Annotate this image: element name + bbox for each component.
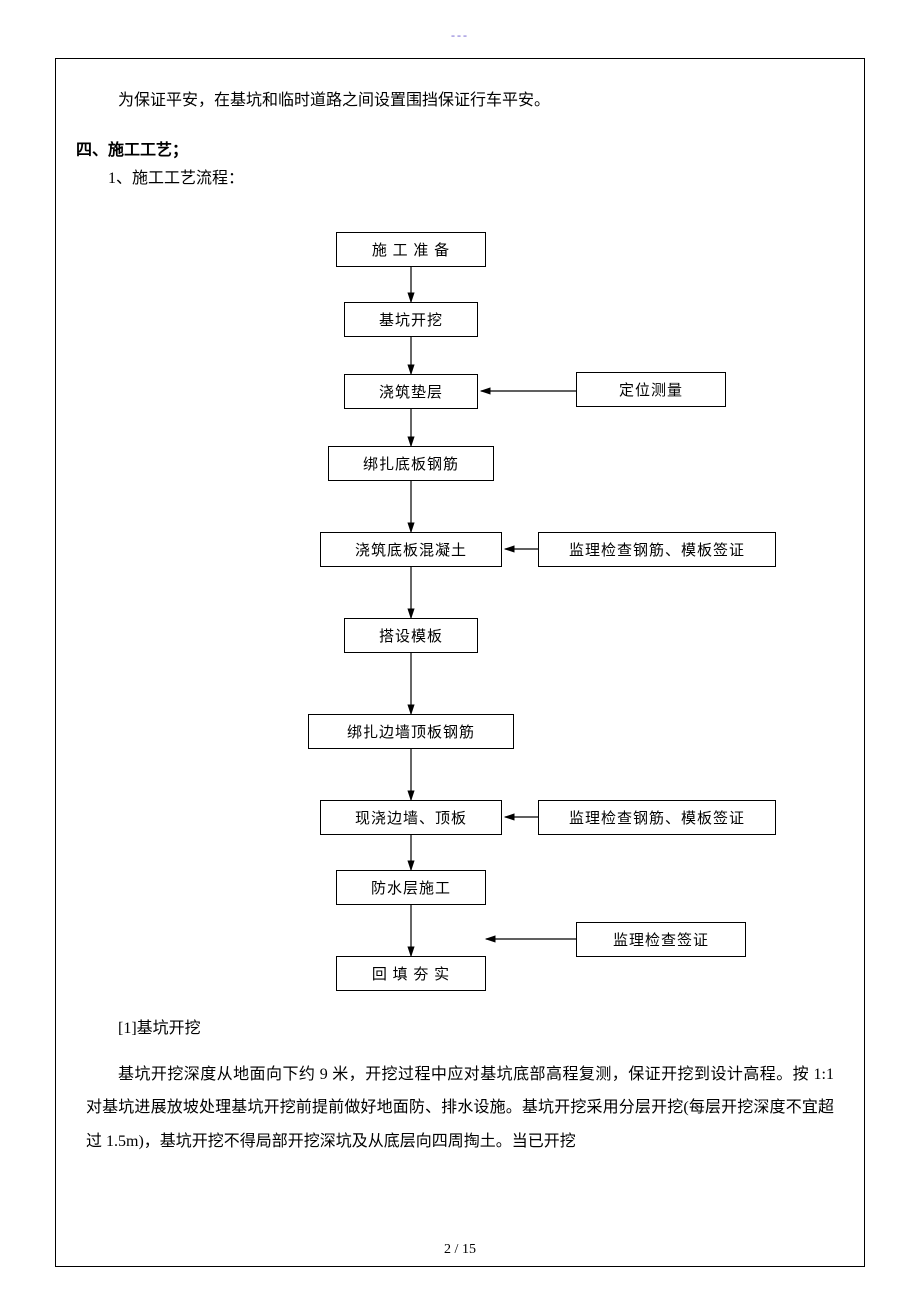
subheading: 1、施工工艺流程：	[76, 164, 844, 188]
flow-node-wall-rebar: 绑扎边墙顶板钢筋	[308, 714, 514, 749]
flow-node-excavation: 基坑开挖	[344, 302, 478, 337]
flow-node-formwork: 搭设模板	[344, 618, 478, 653]
page-border: 为保证平安，在基坑和临时道路之间设置围挡保证行车平安。 四、施工工艺； 1、施工…	[55, 58, 865, 1267]
flow-node-preparation: 施 工 准 备	[336, 232, 486, 267]
section-sub-title: [1]基坑开挖	[86, 1014, 834, 1038]
flow-node-cushion: 浇筑垫层	[344, 374, 478, 409]
flow-node-bottom-concrete: 浇筑底板混凝土	[320, 532, 502, 567]
page-number: 2 / 15	[444, 1242, 476, 1258]
flow-node-backfill: 回 填 夯 实	[336, 956, 486, 991]
flow-node-waterproof: 防水层施工	[336, 870, 486, 905]
intro-paragraph: 为保证平安，在基坑和临时道路之间设置围挡保证行车平安。	[86, 87, 834, 116]
section-heading: 四、施工工艺；	[76, 136, 844, 160]
flow-node-wall-concrete: 现浇边墙、顶板	[320, 800, 502, 835]
flow-node-survey: 定位测量	[576, 372, 726, 407]
flow-node-bottom-rebar: 绑扎底板钢筋	[328, 446, 494, 481]
document-page: --- 为保证平安，在基坑和临时道路之间设置围挡保证行车平安。 四、施工工艺； …	[0, 0, 920, 1302]
header-mark: ---	[451, 28, 469, 43]
flow-node-supervision-3: 监理检查签证	[576, 922, 746, 957]
body-paragraph: 基坑开挖深度从地面向下约 9 米，开挖过程中应对基坑底部高程复测，保证开挖到设计…	[86, 1058, 834, 1159]
flow-node-supervision-1: 监理检查钢筋、模板签证	[538, 532, 776, 567]
process-flowchart: 施 工 准 备 基坑开挖 浇筑垫层 绑扎底板钢筋 浇筑底板混凝土 搭设模板 绑扎…	[76, 204, 844, 1014]
flow-node-supervision-2: 监理检查钢筋、模板签证	[538, 800, 776, 835]
